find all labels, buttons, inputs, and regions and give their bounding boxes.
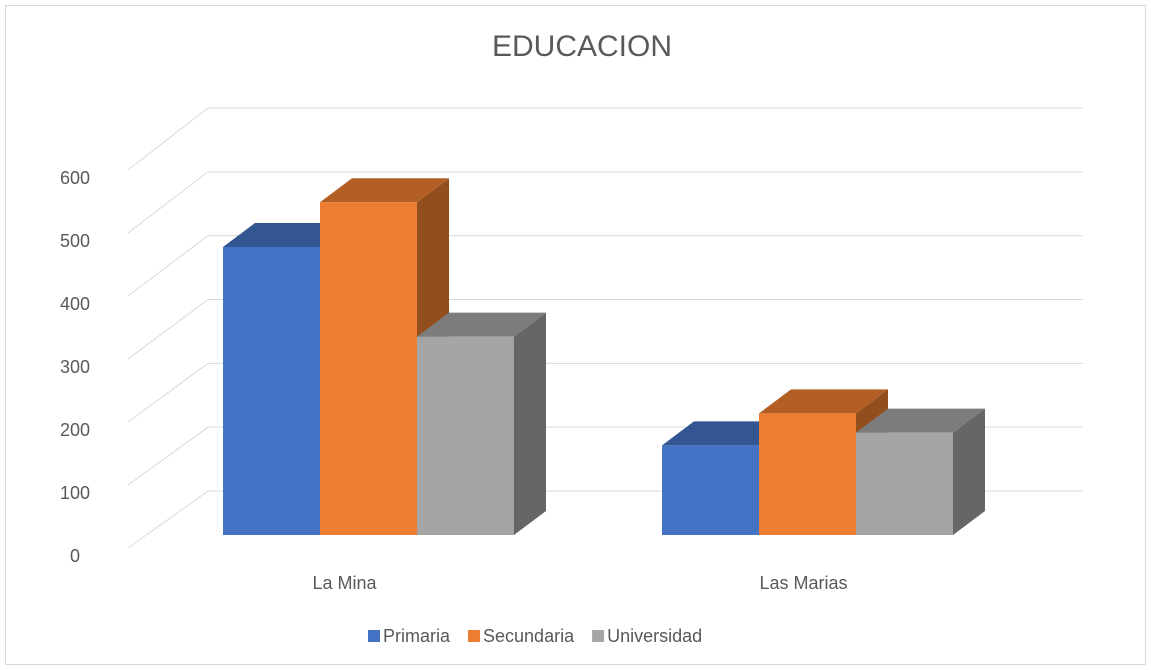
y-tick-label: 100 xyxy=(60,483,90,503)
bar-top xyxy=(417,312,546,337)
y-tick-label: 500 xyxy=(60,231,90,251)
x-tick-label: La Mina xyxy=(312,573,377,593)
bar-top xyxy=(662,421,791,446)
bar xyxy=(662,445,759,535)
grid-line xyxy=(127,362,1083,423)
y-tick-label: 400 xyxy=(60,294,90,314)
bar-top xyxy=(320,178,449,203)
grid-line xyxy=(127,299,1083,360)
legend-label: Secundaria xyxy=(483,626,575,646)
legend-swatch xyxy=(468,630,481,642)
legend-swatch xyxy=(368,630,380,642)
chart-title: EDUCACION xyxy=(492,30,672,63)
bar xyxy=(417,336,514,535)
bar xyxy=(759,413,856,535)
y-tick-label: 300 xyxy=(60,357,90,377)
x-tick-label: Las Marias xyxy=(759,573,847,593)
y-tick-label: 0 xyxy=(70,546,80,566)
bar xyxy=(320,202,417,535)
legend-label: Universidad xyxy=(607,626,702,646)
bar-top xyxy=(223,223,352,247)
grid-line xyxy=(127,107,1083,171)
y-tick-label: 200 xyxy=(60,420,90,440)
y-tick-label: 600 xyxy=(60,168,90,188)
grid-line xyxy=(127,235,1083,297)
legend-swatch xyxy=(592,630,605,642)
legend-label: Primaria xyxy=(383,626,451,646)
bar xyxy=(223,247,320,535)
bar-side xyxy=(953,408,985,535)
bar-top xyxy=(856,408,985,433)
chart-border xyxy=(5,5,1146,665)
bar-top xyxy=(759,389,888,414)
bar xyxy=(856,432,953,535)
grid-line xyxy=(127,171,1083,234)
bar-side xyxy=(514,312,546,535)
